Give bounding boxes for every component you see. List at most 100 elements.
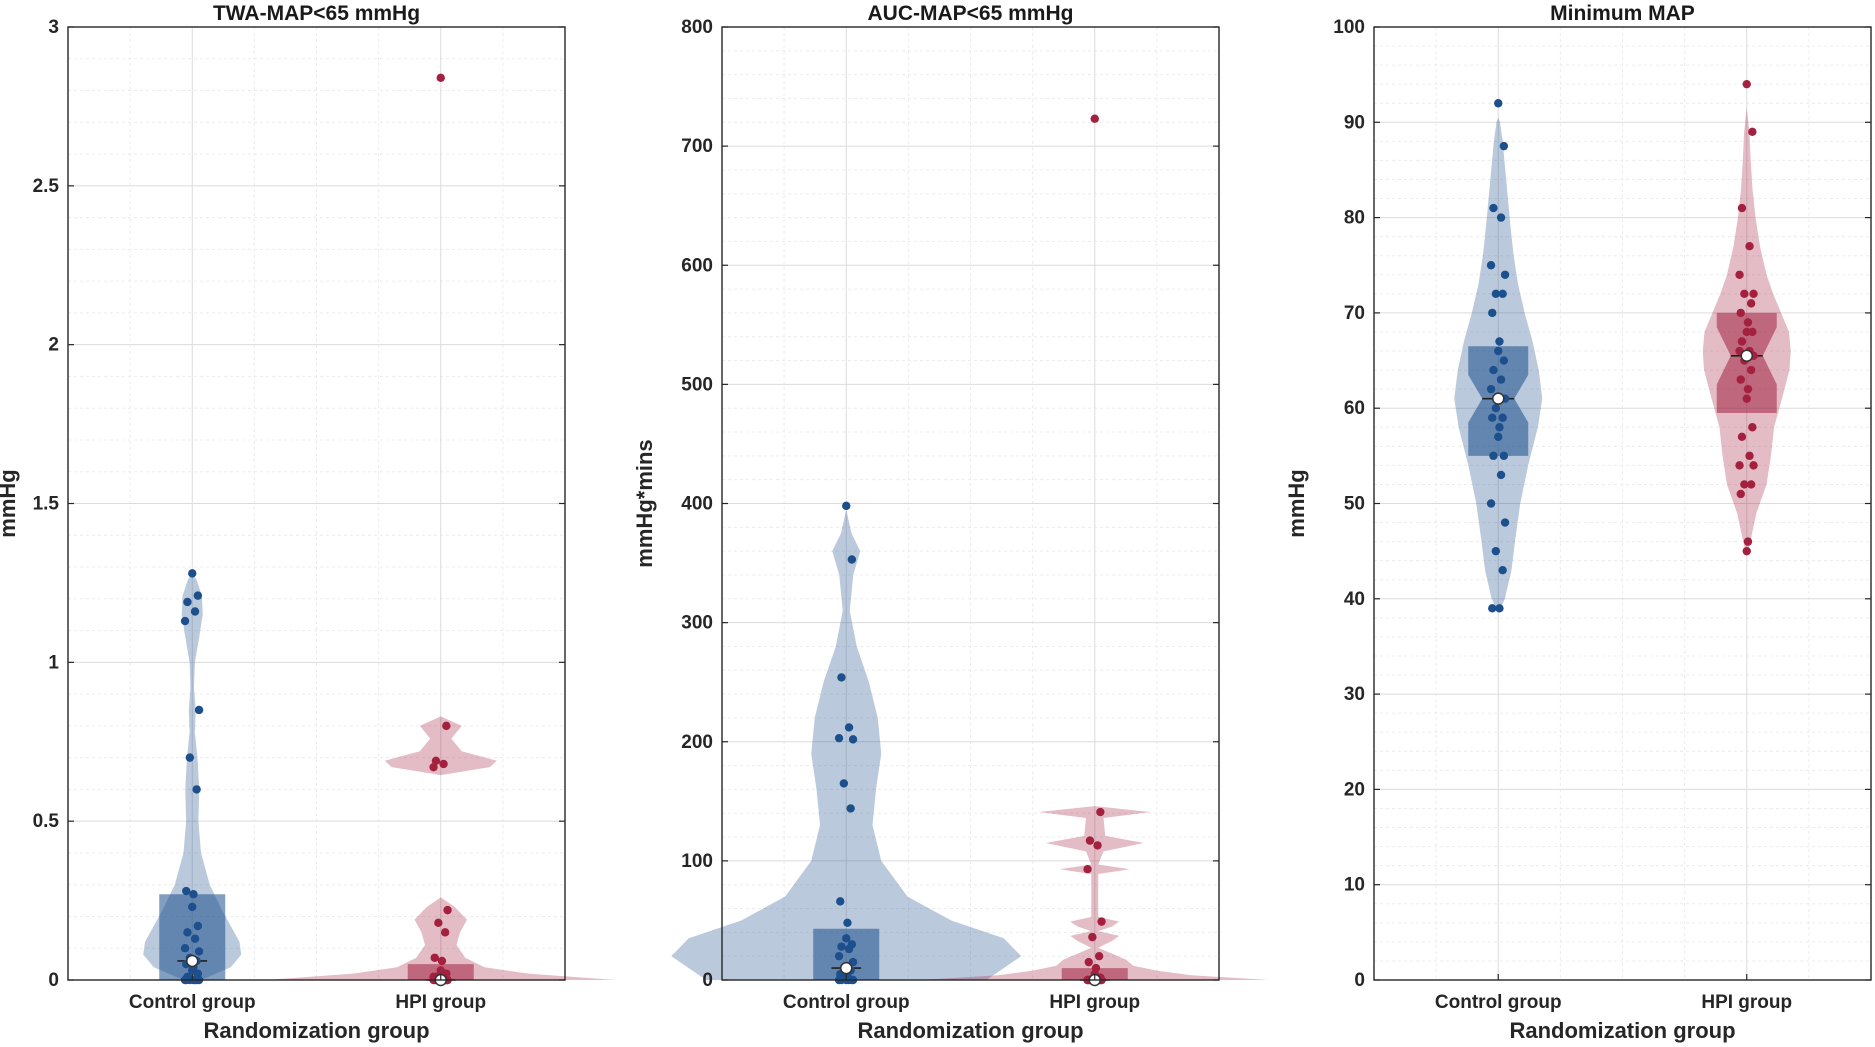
data-point bbox=[1737, 203, 1747, 213]
y-tick-label: 60 bbox=[1344, 398, 1365, 419]
data-point bbox=[1486, 499, 1496, 508]
data-point bbox=[1495, 423, 1504, 432]
y-tick-label: 2.5 bbox=[33, 176, 60, 197]
data-point bbox=[1735, 461, 1744, 470]
y-tick-label: 100 bbox=[1333, 17, 1365, 38]
median-marker bbox=[840, 961, 853, 975]
data-point bbox=[1084, 957, 1093, 967]
data-point bbox=[185, 753, 195, 762]
data-point bbox=[182, 886, 191, 896]
data-point bbox=[1097, 917, 1106, 926]
y-tick-label: 100 bbox=[681, 851, 713, 872]
data-point bbox=[1748, 127, 1757, 137]
data-point bbox=[1083, 865, 1092, 874]
y-tick-label: 200 bbox=[681, 732, 713, 753]
data-point bbox=[1094, 951, 1104, 961]
data-point bbox=[1498, 566, 1507, 575]
median-marker bbox=[1740, 349, 1753, 363]
data-point bbox=[1488, 308, 1497, 318]
y-tick-label: 400 bbox=[681, 494, 713, 515]
y-axis-label: mmHg bbox=[0, 469, 20, 537]
data-point bbox=[430, 953, 439, 962]
data-point bbox=[1748, 423, 1757, 432]
series-hpi bbox=[1702, 79, 1791, 556]
data-point bbox=[844, 723, 854, 732]
panel-twa-map: 0 0.5 1 1.5 2 2.5 3 Control group HPI group TWA-M… bbox=[0, 2, 616, 1043]
data-point bbox=[1088, 932, 1097, 942]
data-point bbox=[1096, 807, 1105, 817]
data-point bbox=[1489, 451, 1498, 461]
data-point bbox=[837, 673, 846, 682]
violin-shape bbox=[919, 806, 1270, 980]
data-point bbox=[1494, 346, 1503, 356]
x-tick-label: Control group bbox=[783, 992, 910, 1013]
data-point bbox=[188, 569, 197, 578]
y-tick-label: 0.5 bbox=[33, 811, 60, 832]
data-point bbox=[1743, 384, 1753, 394]
data-point bbox=[1743, 318, 1753, 327]
data-point bbox=[1740, 289, 1749, 299]
x-tick-label: Control group bbox=[1435, 992, 1562, 1013]
data-point bbox=[183, 597, 192, 607]
data-point bbox=[1498, 413, 1507, 422]
data-point bbox=[194, 947, 204, 956]
x-tick-label: Control group bbox=[129, 992, 256, 1013]
series-control bbox=[1454, 99, 1543, 614]
data-point bbox=[837, 942, 846, 951]
y-tick-label: 50 bbox=[1344, 494, 1365, 515]
y-axis-label: mmHg bbox=[1284, 469, 1309, 537]
y-tick-label: 700 bbox=[681, 136, 713, 157]
data-point bbox=[193, 969, 203, 978]
data-point bbox=[1499, 451, 1509, 461]
data-point bbox=[192, 785, 201, 794]
box bbox=[813, 928, 880, 980]
y-tick-label: 500 bbox=[681, 374, 713, 395]
data-point bbox=[834, 733, 844, 743]
data-point bbox=[1496, 470, 1506, 480]
data-point bbox=[1737, 337, 1747, 346]
y-tick-label: 800 bbox=[681, 17, 713, 38]
data-point bbox=[439, 759, 448, 769]
data-point bbox=[1488, 413, 1497, 422]
data-point bbox=[1500, 270, 1510, 279]
y-tick-label: 0 bbox=[1354, 970, 1365, 991]
data-point bbox=[442, 721, 451, 731]
data-point bbox=[1499, 356, 1509, 365]
data-point bbox=[1735, 270, 1744, 279]
y-tick-label: 90 bbox=[1344, 112, 1365, 133]
data-point bbox=[1740, 480, 1749, 489]
data-point bbox=[183, 928, 192, 937]
x-tick-label: HPI group bbox=[395, 992, 486, 1013]
y-tick-label: 80 bbox=[1344, 208, 1365, 229]
violin-shape bbox=[265, 716, 616, 980]
data-point bbox=[1746, 480, 1756, 489]
data-point bbox=[190, 934, 200, 943]
y-tick-label: 600 bbox=[681, 255, 713, 276]
chart-title: Minimum MAP bbox=[1550, 2, 1695, 25]
data-point bbox=[842, 934, 851, 943]
data-point bbox=[431, 756, 441, 766]
data-point bbox=[1489, 203, 1498, 213]
median-marker bbox=[186, 954, 199, 968]
data-point bbox=[1491, 289, 1501, 299]
data-point bbox=[1748, 327, 1757, 337]
data-point bbox=[443, 905, 452, 915]
data-point bbox=[844, 944, 854, 954]
data-point bbox=[429, 762, 438, 772]
data-point bbox=[434, 918, 443, 928]
data-point bbox=[1736, 375, 1745, 384]
data-point bbox=[1495, 337, 1504, 346]
data-point bbox=[190, 607, 200, 616]
y-tick-label: 1 bbox=[48, 652, 59, 673]
data-point bbox=[1736, 308, 1745, 318]
y-tick-label: 1.5 bbox=[33, 494, 60, 515]
y-tick-label: 20 bbox=[1344, 779, 1365, 800]
data-point bbox=[1749, 461, 1758, 470]
y-tick-label: 70 bbox=[1344, 303, 1365, 324]
data-point bbox=[1746, 299, 1756, 308]
data-point bbox=[188, 902, 197, 912]
median-marker bbox=[1492, 392, 1505, 405]
y-tick-label: 40 bbox=[1344, 589, 1365, 610]
data-point bbox=[1746, 365, 1756, 375]
